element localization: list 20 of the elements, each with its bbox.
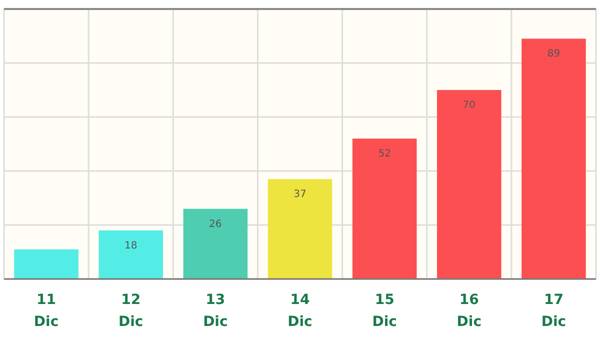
x-tick-label: 16 Dic — [456, 292, 482, 330]
data-label: 18 — [124, 240, 138, 252]
x-tick-label: 17 Dic — [541, 292, 566, 330]
x-tick-label: 13 Dic — [203, 292, 228, 330]
data-label: 26 — [209, 218, 222, 230]
bar — [522, 38, 586, 279]
bar — [268, 179, 332, 279]
data-label: 37 — [294, 189, 306, 200]
bar — [98, 230, 163, 279]
x-tick-label: 11 Dic — [34, 292, 59, 330]
x-tick-label: 12 Dic — [118, 292, 144, 330]
data-label: 89 — [547, 48, 560, 60]
x-tick-label: 14 Dic — [288, 292, 312, 330]
bar — [352, 138, 417, 279]
bar — [14, 249, 78, 279]
x-tick-label: 15 Dic — [372, 292, 397, 330]
data-label: 52 — [378, 148, 391, 160]
bar — [437, 90, 502, 279]
bar — [183, 208, 248, 279]
data-label: 70 — [462, 100, 476, 111]
